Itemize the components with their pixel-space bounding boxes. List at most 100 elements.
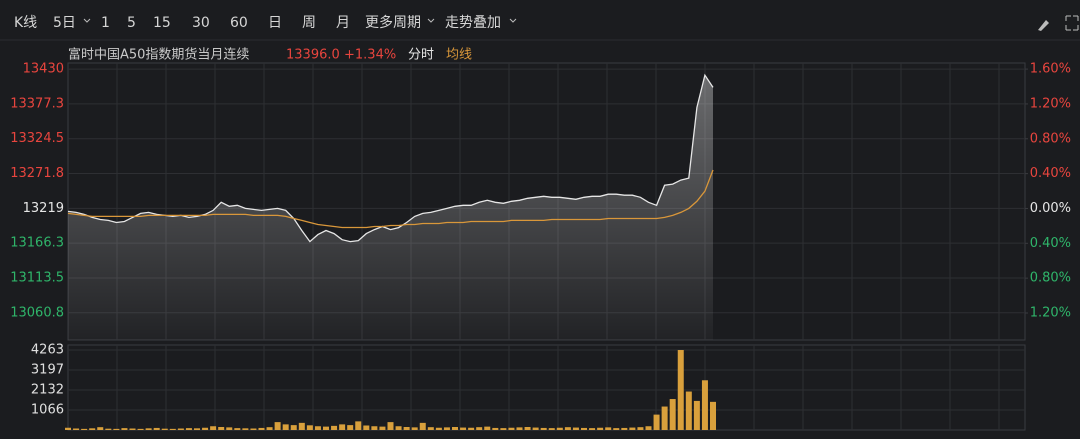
volume-bar bbox=[581, 427, 587, 430]
toolbar-item[interactable]: 走势叠加 bbox=[445, 15, 501, 31]
toolbar-item[interactable]: 5 bbox=[127, 15, 136, 31]
volume-bar bbox=[468, 427, 475, 430]
volume-bar bbox=[339, 424, 346, 430]
volume-bar bbox=[185, 428, 192, 430]
volume-bar bbox=[653, 414, 660, 430]
fullscreen-icon[interactable] bbox=[1065, 15, 1079, 31]
volume-bar bbox=[113, 428, 120, 430]
volume-bar bbox=[274, 422, 281, 430]
legend-entry[interactable]: 均线 bbox=[446, 48, 472, 63]
instrument-name: 富时中国A50指数期货当月连续 bbox=[68, 47, 249, 63]
toolbar-item[interactable]: 日 bbox=[268, 15, 282, 31]
volume-bar bbox=[250, 428, 257, 430]
volume-bar bbox=[266, 427, 273, 430]
price-change: +1.34% bbox=[344, 48, 396, 63]
volume-bar bbox=[395, 426, 402, 430]
toolbar-item[interactable]: 60 bbox=[230, 15, 248, 31]
volume-bar bbox=[427, 427, 434, 430]
y-tick-label: 4263 bbox=[31, 343, 64, 358]
volume-bar bbox=[355, 421, 362, 430]
volume-bar bbox=[500, 428, 507, 430]
volume-bar bbox=[218, 426, 225, 430]
volume-bar bbox=[516, 427, 523, 430]
toolbar-item[interactable]: 5日 bbox=[53, 15, 76, 31]
volume-bar bbox=[572, 427, 579, 430]
y2-tick-label: 0.40% bbox=[1030, 166, 1071, 181]
volume-bar bbox=[532, 427, 539, 430]
volume-bar bbox=[177, 428, 184, 430]
dropdown-chevron bbox=[83, 18, 91, 23]
y-tick-label: 13430 bbox=[23, 62, 64, 77]
volume-bar bbox=[710, 401, 716, 430]
y2-tick-label: 1.20% bbox=[1030, 305, 1071, 320]
volume-bar bbox=[290, 425, 297, 430]
volume-bar bbox=[411, 427, 418, 430]
volume-bar bbox=[685, 391, 692, 430]
volume-bar bbox=[693, 400, 700, 430]
toolbar-item[interactable]: 月 bbox=[336, 15, 350, 31]
volume-bar bbox=[371, 426, 378, 430]
volume-bar bbox=[105, 428, 112, 430]
volume-bar bbox=[677, 350, 684, 430]
volume-bar bbox=[314, 426, 321, 430]
series-line bbox=[67, 73, 714, 243]
volume-bar bbox=[323, 426, 329, 430]
volume-bar bbox=[669, 399, 676, 430]
volume-bar bbox=[347, 425, 354, 430]
toolbar-item[interactable]: 15 bbox=[153, 15, 171, 31]
y2-tick-label: 0.00% bbox=[1030, 201, 1071, 216]
volume-bar bbox=[89, 428, 96, 430]
volume-bar bbox=[645, 426, 652, 430]
legend-entry[interactable]: 分时 bbox=[408, 48, 434, 63]
volume-bar bbox=[605, 427, 612, 430]
draw-tool-icon[interactable] bbox=[1038, 20, 1049, 31]
volume-bar bbox=[97, 427, 104, 430]
volume-bar bbox=[137, 428, 144, 430]
volume-bar bbox=[460, 427, 467, 430]
volume-bar bbox=[564, 427, 571, 430]
volume-bar bbox=[597, 427, 604, 430]
volume-bar bbox=[443, 427, 450, 430]
y2-tick-label: 0.80% bbox=[1030, 271, 1071, 286]
volume-bar bbox=[492, 427, 499, 430]
volume-bar bbox=[661, 406, 668, 430]
y-tick-label: 13219 bbox=[23, 201, 64, 216]
y-tick-label: 13324.5 bbox=[10, 131, 64, 146]
volume-bar bbox=[435, 427, 442, 430]
volume-bar bbox=[476, 427, 483, 430]
volume-bar bbox=[242, 428, 249, 430]
volume-bar bbox=[161, 428, 168, 430]
y2-tick-label: 0.40% bbox=[1030, 236, 1071, 251]
volume-bar bbox=[403, 426, 410, 430]
toolbar bbox=[83, 15, 1079, 31]
volume-bar bbox=[629, 427, 636, 430]
toolbar-item[interactable]: 1 bbox=[101, 15, 110, 31]
last-price: 13396.0 bbox=[286, 48, 340, 63]
volume-bar bbox=[637, 427, 644, 430]
volume-bar bbox=[65, 427, 71, 430]
y2-tick-label: 1.60% bbox=[1030, 62, 1071, 77]
dropdown-chevron bbox=[509, 18, 517, 23]
volume-bar bbox=[258, 427, 265, 430]
series-line bbox=[67, 169, 714, 229]
volume-bar bbox=[589, 428, 596, 430]
y-tick-label: 2132 bbox=[31, 382, 64, 397]
toolbar-item[interactable]: K线 bbox=[14, 15, 37, 31]
volume-bar bbox=[556, 427, 563, 430]
volume-bar bbox=[153, 427, 160, 430]
volume-bar bbox=[210, 426, 217, 430]
volume-bar bbox=[234, 428, 241, 430]
volume-bar bbox=[508, 427, 515, 430]
volume-bar bbox=[298, 422, 305, 430]
y-tick-label: 13113.5 bbox=[10, 271, 64, 286]
volume-bar bbox=[331, 425, 338, 430]
volume-bar bbox=[282, 424, 289, 430]
volume-bar bbox=[387, 422, 394, 430]
volume-bar bbox=[452, 426, 458, 430]
toolbar-item[interactable]: 30 bbox=[192, 15, 210, 31]
toolbar-item[interactable]: 更多周期 bbox=[365, 14, 421, 31]
toolbar-item[interactable]: 周 bbox=[302, 15, 316, 31]
y2-tick-label: 0.80% bbox=[1030, 131, 1071, 146]
volume-bar bbox=[121, 428, 128, 430]
volume-bar bbox=[419, 422, 426, 430]
